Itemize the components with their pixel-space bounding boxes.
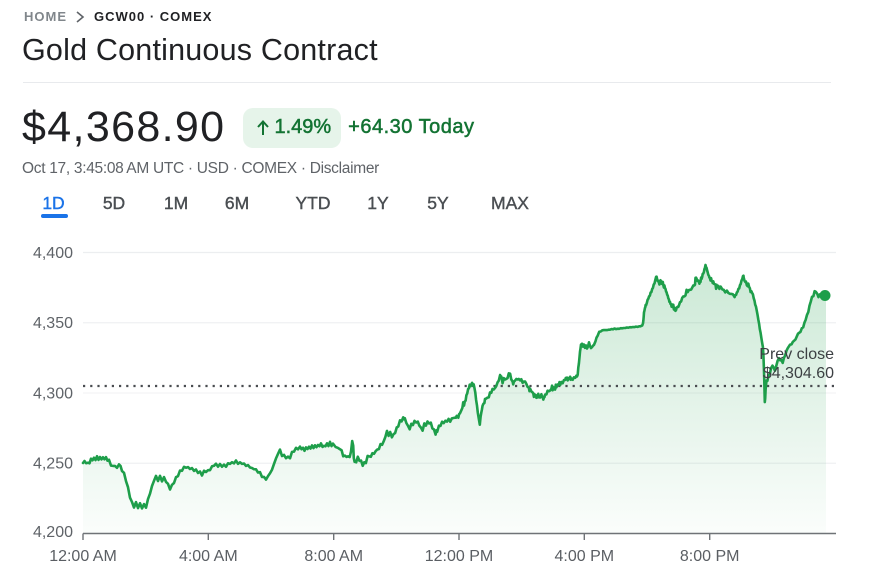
svg-text:8:00 PM: 8:00 PM [680,548,740,565]
svg-text:4,200: 4,200 [33,524,73,541]
svg-text:4,300: 4,300 [33,386,73,403]
svg-text:Prev close: Prev close [759,346,834,363]
svg-text:8:00 AM: 8:00 AM [304,548,363,565]
svg-text:4:00 AM: 4:00 AM [179,548,238,565]
svg-text:4,250: 4,250 [33,456,73,473]
svg-text:$4,304.60: $4,304.60 [763,365,834,382]
svg-text:4,400: 4,400 [33,245,73,262]
svg-text:4,350: 4,350 [33,315,73,332]
svg-text:12:00 AM: 12:00 AM [49,548,117,565]
svg-text:12:00 PM: 12:00 PM [425,548,493,565]
svg-text:4:00 PM: 4:00 PM [555,548,615,565]
